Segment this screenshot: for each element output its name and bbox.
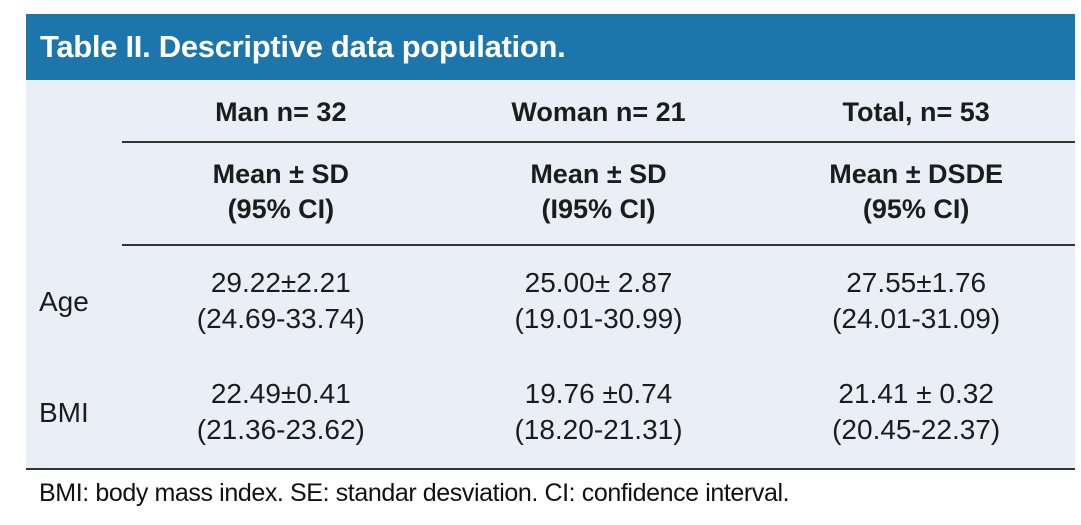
subheader-spacer <box>26 143 122 244</box>
subheader-man: Mean ± SD (95% CI) <box>122 143 440 244</box>
table-title: Table II. Descriptive data population. <box>40 29 566 64</box>
cell-age-woman: 25.00± 2.87 (19.01-30.99) <box>440 246 758 357</box>
subheader-total-line1: Mean ± DSDE <box>829 159 1004 189</box>
corner-spacer <box>26 80 122 141</box>
cell-age-man: 29.22±2.21 (24.69-33.74) <box>122 246 440 357</box>
subheader-total-line2: (95% CI) <box>862 194 970 224</box>
column-header-man: Man n= 32 <box>215 97 347 127</box>
subheader-woman: Mean ± SD (I95% CI) <box>440 143 758 244</box>
cell-bmi-man: 22.49±0.41 (21.36-23.62) <box>122 357 440 468</box>
subheader-man-line2: (95% CI) <box>227 194 335 224</box>
cell-bmi-total-mean: 21.41 ± 0.32 <box>838 378 994 409</box>
column-header-woman: Woman n= 21 <box>511 97 686 127</box>
cell-bmi-total-ci: (20.45-22.37) <box>832 414 1001 445</box>
cell-age-total: 27.55±1.76 (24.01-31.09) <box>757 246 1075 357</box>
cell-age-total-mean: 27.55±1.76 <box>846 267 987 298</box>
subheader-total: Mean ± DSDE (95% CI) <box>757 143 1075 244</box>
table-bottom-rule <box>26 468 1075 470</box>
table-figure: Table II. Descriptive data population. M… <box>26 14 1075 508</box>
subheader-man-line1: Mean ± SD <box>212 159 349 189</box>
cell-age-man-mean: 29.22±2.21 <box>210 267 351 298</box>
row-label-age: Age <box>39 285 89 317</box>
cell-age-total-ci: (24.01-31.09) <box>832 303 1001 334</box>
cell-bmi-man-mean: 22.49±0.41 <box>210 378 351 409</box>
subheader-woman-line1: Mean ± SD <box>530 159 667 189</box>
cell-bmi-woman-mean: 19.76 ±0.74 <box>524 378 673 409</box>
subheader-rule <box>122 244 1075 246</box>
cell-bmi-woman: 19.76 ±0.74 (18.20-21.31) <box>440 357 758 468</box>
table-title-bar: Table II. Descriptive data population. <box>26 14 1075 80</box>
cell-age-woman-ci: (19.01-30.99) <box>514 303 683 334</box>
cell-age-man-ci: (24.69-33.74) <box>196 303 365 334</box>
cell-bmi-woman-ci: (18.20-21.31) <box>514 414 683 445</box>
subheader-woman-line2: (I95% CI) <box>541 194 656 224</box>
cell-bmi-man-ci: (21.36-23.62) <box>196 414 365 445</box>
column-header-total: Total, n= 53 <box>842 97 990 127</box>
row-label-bmi: BMI <box>39 396 89 428</box>
header-rule <box>122 141 1075 143</box>
table-footnote: BMI: body mass index. SE: standar desvia… <box>39 479 790 507</box>
cell-age-woman-mean: 25.00± 2.87 <box>524 267 673 298</box>
cell-bmi-total: 21.41 ± 0.32 (20.45-22.37) <box>757 357 1075 468</box>
descriptive-data-table: Man n= 32 Woman n= 21 Total, n= 53 Mean … <box>26 80 1075 470</box>
